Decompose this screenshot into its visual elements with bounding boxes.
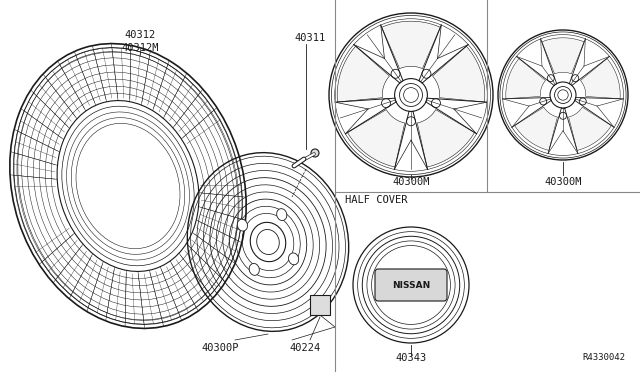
Text: 40312M: 40312M	[121, 43, 159, 53]
PathPatch shape	[348, 110, 404, 167]
Circle shape	[311, 149, 319, 157]
Circle shape	[314, 299, 326, 311]
PathPatch shape	[515, 107, 557, 150]
Ellipse shape	[250, 222, 285, 262]
Circle shape	[404, 88, 419, 102]
Ellipse shape	[289, 253, 299, 265]
Text: 40300M: 40300M	[544, 177, 582, 187]
Text: 40300M: 40300M	[392, 177, 429, 187]
Text: 40311: 40311	[294, 33, 326, 43]
Text: 40343: 40343	[396, 353, 427, 363]
PathPatch shape	[433, 46, 484, 102]
Text: 40300P: 40300P	[201, 343, 239, 353]
Ellipse shape	[249, 263, 259, 275]
PathPatch shape	[337, 46, 390, 102]
Circle shape	[317, 302, 323, 308]
Text: R4330042: R4330042	[582, 353, 625, 362]
Ellipse shape	[276, 209, 287, 221]
PathPatch shape	[568, 107, 611, 150]
Text: NISSAN: NISSAN	[392, 280, 430, 289]
PathPatch shape	[580, 58, 620, 99]
Text: HALF COVER: HALF COVER	[345, 195, 408, 205]
FancyBboxPatch shape	[375, 269, 447, 301]
Text: 40312: 40312	[124, 30, 156, 40]
Circle shape	[558, 90, 568, 100]
Ellipse shape	[237, 219, 248, 231]
FancyBboxPatch shape	[310, 295, 330, 315]
PathPatch shape	[542, 38, 584, 74]
Text: 40224: 40224	[289, 343, 321, 353]
PathPatch shape	[381, 21, 440, 69]
PathPatch shape	[506, 58, 545, 99]
PathPatch shape	[417, 110, 474, 167]
